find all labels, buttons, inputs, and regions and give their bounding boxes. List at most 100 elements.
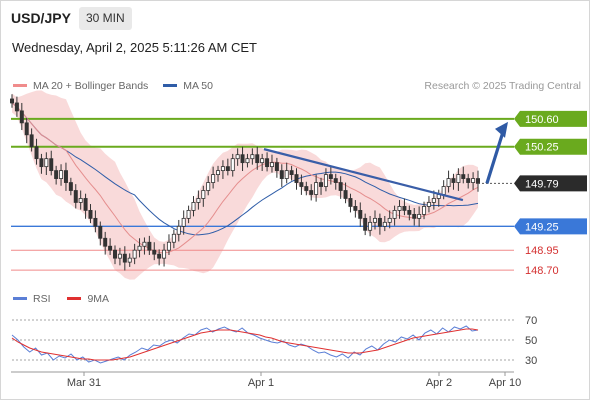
level-label-1[interactable]: 150.25 [514, 138, 587, 155]
candle [314, 182, 319, 195]
candle [377, 217, 382, 227]
legend-item-rsi: RSI [13, 293, 51, 305]
candle [186, 210, 191, 219]
rsi-tick-label-70: 70 [525, 315, 537, 327]
level-label-0[interactable]: 150.60 [514, 110, 587, 127]
candle [230, 158, 235, 172]
legend-label-9ma: 9MA [87, 293, 110, 305]
candle [24, 122, 29, 136]
candle [387, 217, 392, 223]
candle [171, 233, 176, 243]
rsi-series-9ma [11, 328, 479, 361]
x-tick-label-1: Apr 1 [248, 377, 274, 389]
candle [132, 249, 137, 259]
candle [284, 170, 289, 179]
candle [117, 253, 122, 259]
candle [328, 174, 333, 179]
legend-swatch-rsi [13, 296, 27, 300]
candle [412, 213, 417, 219]
candle [201, 190, 206, 199]
legend-rsi: RSI 9MA [13, 293, 109, 305]
candle [338, 182, 343, 191]
candle [176, 225, 181, 235]
candle [196, 198, 201, 203]
level-label-2[interactable]: 149.25 [514, 218, 587, 235]
candle [68, 182, 73, 191]
candle [392, 210, 397, 219]
legend-swatch-9ma [67, 296, 82, 300]
candle [54, 170, 59, 179]
candle [240, 154, 245, 164]
level-label-4: 148.70 [525, 265, 559, 277]
rsi-tick-label-30: 30 [525, 355, 537, 367]
legend-item-9ma: 9MA [67, 293, 109, 305]
legend-swatch-ma20 [13, 83, 27, 87]
ma50-line [11, 102, 479, 236]
candle [456, 174, 461, 183]
candle [407, 210, 412, 215]
candle [147, 241, 152, 251]
candle [397, 206, 402, 211]
candle [98, 225, 103, 239]
candle [431, 198, 436, 203]
trendline [263, 148, 464, 202]
candle [162, 249, 167, 259]
credit-text: Research © 2025 Trading Central [424, 80, 581, 92]
candle [14, 102, 19, 112]
level-label-box-2 [514, 218, 587, 235]
level-label-text-0: 150.60 [525, 114, 559, 126]
rsi-series-rsi [11, 325, 479, 364]
candle [88, 210, 93, 219]
candle [333, 178, 338, 183]
candle [216, 170, 221, 175]
candle [441, 186, 446, 195]
forecast-arrow-shaft [485, 131, 505, 184]
x-tick-label-0: Mar 31 [67, 377, 101, 389]
candle [446, 178, 451, 187]
candle [269, 162, 274, 168]
candle [319, 182, 324, 187]
legend-label-ma50: MA 50 [183, 80, 213, 92]
candle [294, 174, 299, 183]
candle [44, 158, 49, 168]
candle [309, 190, 314, 195]
level-label-text-1: 150.25 [525, 142, 559, 154]
candle [422, 206, 427, 215]
candle [245, 158, 250, 164]
legend-swatch-ma50 [163, 83, 178, 87]
candle [108, 245, 113, 251]
candle [348, 198, 353, 207]
candle [343, 190, 348, 199]
timeframe-badge[interactable]: 30 MIN [79, 7, 132, 30]
candle [191, 202, 196, 211]
candle [363, 217, 368, 231]
legend-label-ma20: MA 20 + Bollinger Bands [33, 80, 149, 92]
candle [83, 198, 88, 211]
candle [372, 217, 377, 223]
candle [353, 206, 358, 211]
legend-item-ma50: MA 50 [163, 80, 213, 92]
candle [461, 174, 466, 179]
candle [451, 178, 456, 183]
current-price-text: 149.79 [525, 178, 559, 190]
candle [260, 158, 265, 164]
candle [265, 158, 270, 168]
candle [255, 154, 260, 164]
candle [9, 98, 14, 104]
level-label-text-2: 149.25 [525, 221, 559, 233]
legend-main: MA 20 + Bollinger Bands MA 50 [13, 80, 213, 92]
candle [122, 253, 127, 263]
candle [211, 174, 216, 183]
candle [250, 154, 255, 160]
candle [225, 166, 230, 172]
candle [29, 134, 34, 148]
candle [235, 154, 240, 160]
candle [103, 237, 108, 247]
level-label-3: 148.95 [525, 245, 559, 257]
candle [78, 198, 83, 203]
candle [289, 170, 294, 175]
candle [426, 202, 431, 207]
candle [181, 217, 186, 227]
rsi-tick-label-50: 50 [525, 335, 537, 347]
